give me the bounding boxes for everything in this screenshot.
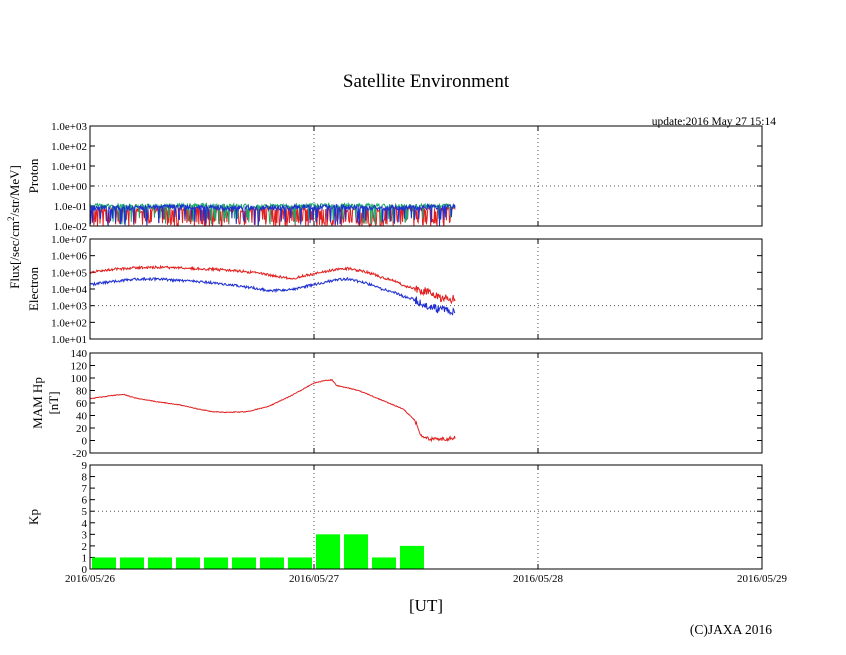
kp-bar xyxy=(92,557,116,569)
mam-hp-series-hp xyxy=(89,378,456,443)
mam-hp-ytick-label: 40 xyxy=(76,411,88,423)
mam-hp-ytick-label: 140 xyxy=(71,348,88,360)
proton-series-proton-ch3 xyxy=(89,202,456,227)
electron-ytick-label: 1.0e+07 xyxy=(51,234,87,246)
kp-bar xyxy=(288,557,312,569)
kp-bar xyxy=(344,534,368,569)
electron-ytick-label: 1.0e+04 xyxy=(51,284,87,296)
flux-label-suffix: /str/MeV] xyxy=(7,165,22,216)
x-tick-label: 2016/05/26 xyxy=(65,573,116,585)
mam-hp-ytick-label: 0 xyxy=(82,436,88,448)
proton-ytick-label: 1.0e-01 xyxy=(54,201,87,213)
electron-panel: 1.0e+01 1.0e+02 1.0e+03 1.0e+04 1.0e+05 1.0e+… xyxy=(26,234,763,346)
x-tick-label: 2016/05/28 xyxy=(513,573,564,585)
kp-bar xyxy=(400,545,424,569)
kp-ytick-label: 0 xyxy=(82,564,88,576)
proton-ytick-label: 1.0e+02 xyxy=(51,141,87,153)
x-tick-label: 2016/05/27 xyxy=(289,573,340,585)
kp-ytick-label: 1 xyxy=(82,552,88,564)
kp-ytick-label: 4 xyxy=(82,518,88,530)
electron-ytick-label: 1.0e+03 xyxy=(51,301,87,313)
kp-bar xyxy=(204,557,228,569)
mam-hp-ytick-label: 80 xyxy=(76,386,88,398)
chart-title: Satellite Environment xyxy=(343,71,510,92)
flux-axis-label: Flux[/sec/cm2/str/MeV] xyxy=(6,165,22,289)
electron-frame xyxy=(89,238,763,340)
mam-hp-ytick-label: -20 xyxy=(72,448,87,460)
copyright-label: (C)JAXA 2016 xyxy=(690,622,772,637)
flux-label-sup: 2 xyxy=(6,216,16,221)
kp-frame xyxy=(89,464,763,570)
electron-ytick-label: 1.0e+06 xyxy=(51,251,87,263)
proton-ylabel: Proton xyxy=(26,158,41,193)
kp-bar xyxy=(232,557,256,569)
kp-ylabel: Kp xyxy=(26,509,41,525)
mam-hp-ytick-label: 20 xyxy=(76,423,88,435)
electron-ytick-label: 1.0e+02 xyxy=(51,317,87,329)
x-tick-labels: 2016/05/26 2016/05/27 2016/05/28 2016/05/29 xyxy=(65,573,788,585)
proton-ytick-label: 1.0e+01 xyxy=(51,161,87,173)
electron-series-electron-low xyxy=(89,276,456,316)
mam-hp-ylabel-unit: [nT] xyxy=(46,391,61,414)
proton-panel: 1.0e-02 1.0e-01 1.0e+00 1.0e+01 1.0e+02 1.0e+… xyxy=(26,121,763,233)
kp-ytick-label: 6 xyxy=(82,495,88,507)
electron-ytick-label: 1.0e+01 xyxy=(51,334,87,346)
kp-bar xyxy=(372,557,396,569)
kp-ytick-label: 5 xyxy=(82,506,88,518)
kp-ytick-label: 2 xyxy=(82,541,88,553)
proton-frame xyxy=(89,125,763,227)
flux-label-prefix: Flux[/sec/cm xyxy=(7,221,22,289)
electron-ylabel: Electron xyxy=(26,266,41,311)
kp-bar xyxy=(316,534,340,569)
mam-hp-ytick-label: 60 xyxy=(76,398,88,410)
kp-ytick-label: 9 xyxy=(82,460,88,472)
panels-group: 1.0e-021.0e-011.0e+001.0e+011.0e+021.0e+… xyxy=(26,121,763,576)
mam-hp-frame xyxy=(89,352,763,454)
mam-hp-ylabel: MAM Hp xyxy=(30,377,45,429)
electron-ytick-label: 1.0e+05 xyxy=(51,267,87,279)
mam-hp-ytick-label: 100 xyxy=(71,373,88,385)
update-timestamp: update:2016 May 27 15:14 xyxy=(652,116,776,128)
kp-ytick-label: 7 xyxy=(82,483,88,495)
proton-ytick-label: 1.0e+00 xyxy=(51,181,87,193)
kp-bar xyxy=(176,557,200,569)
kp-ytick-label: 8 xyxy=(82,472,88,484)
proton-ytick-label: 1.0e+03 xyxy=(51,121,87,133)
kp-bar xyxy=(148,557,172,569)
kp-bar xyxy=(120,557,144,569)
mam-hp-ytick-label: 120 xyxy=(71,361,88,373)
proton-ytick-label: 1.0e-02 xyxy=(54,221,87,233)
electron-series-electron-high xyxy=(89,264,456,305)
x-axis-label: [UT] xyxy=(409,596,443,615)
kp-ytick-label: 3 xyxy=(82,529,88,541)
kp-bar xyxy=(260,557,284,569)
x-tick-label: 2016/05/29 xyxy=(737,573,788,585)
